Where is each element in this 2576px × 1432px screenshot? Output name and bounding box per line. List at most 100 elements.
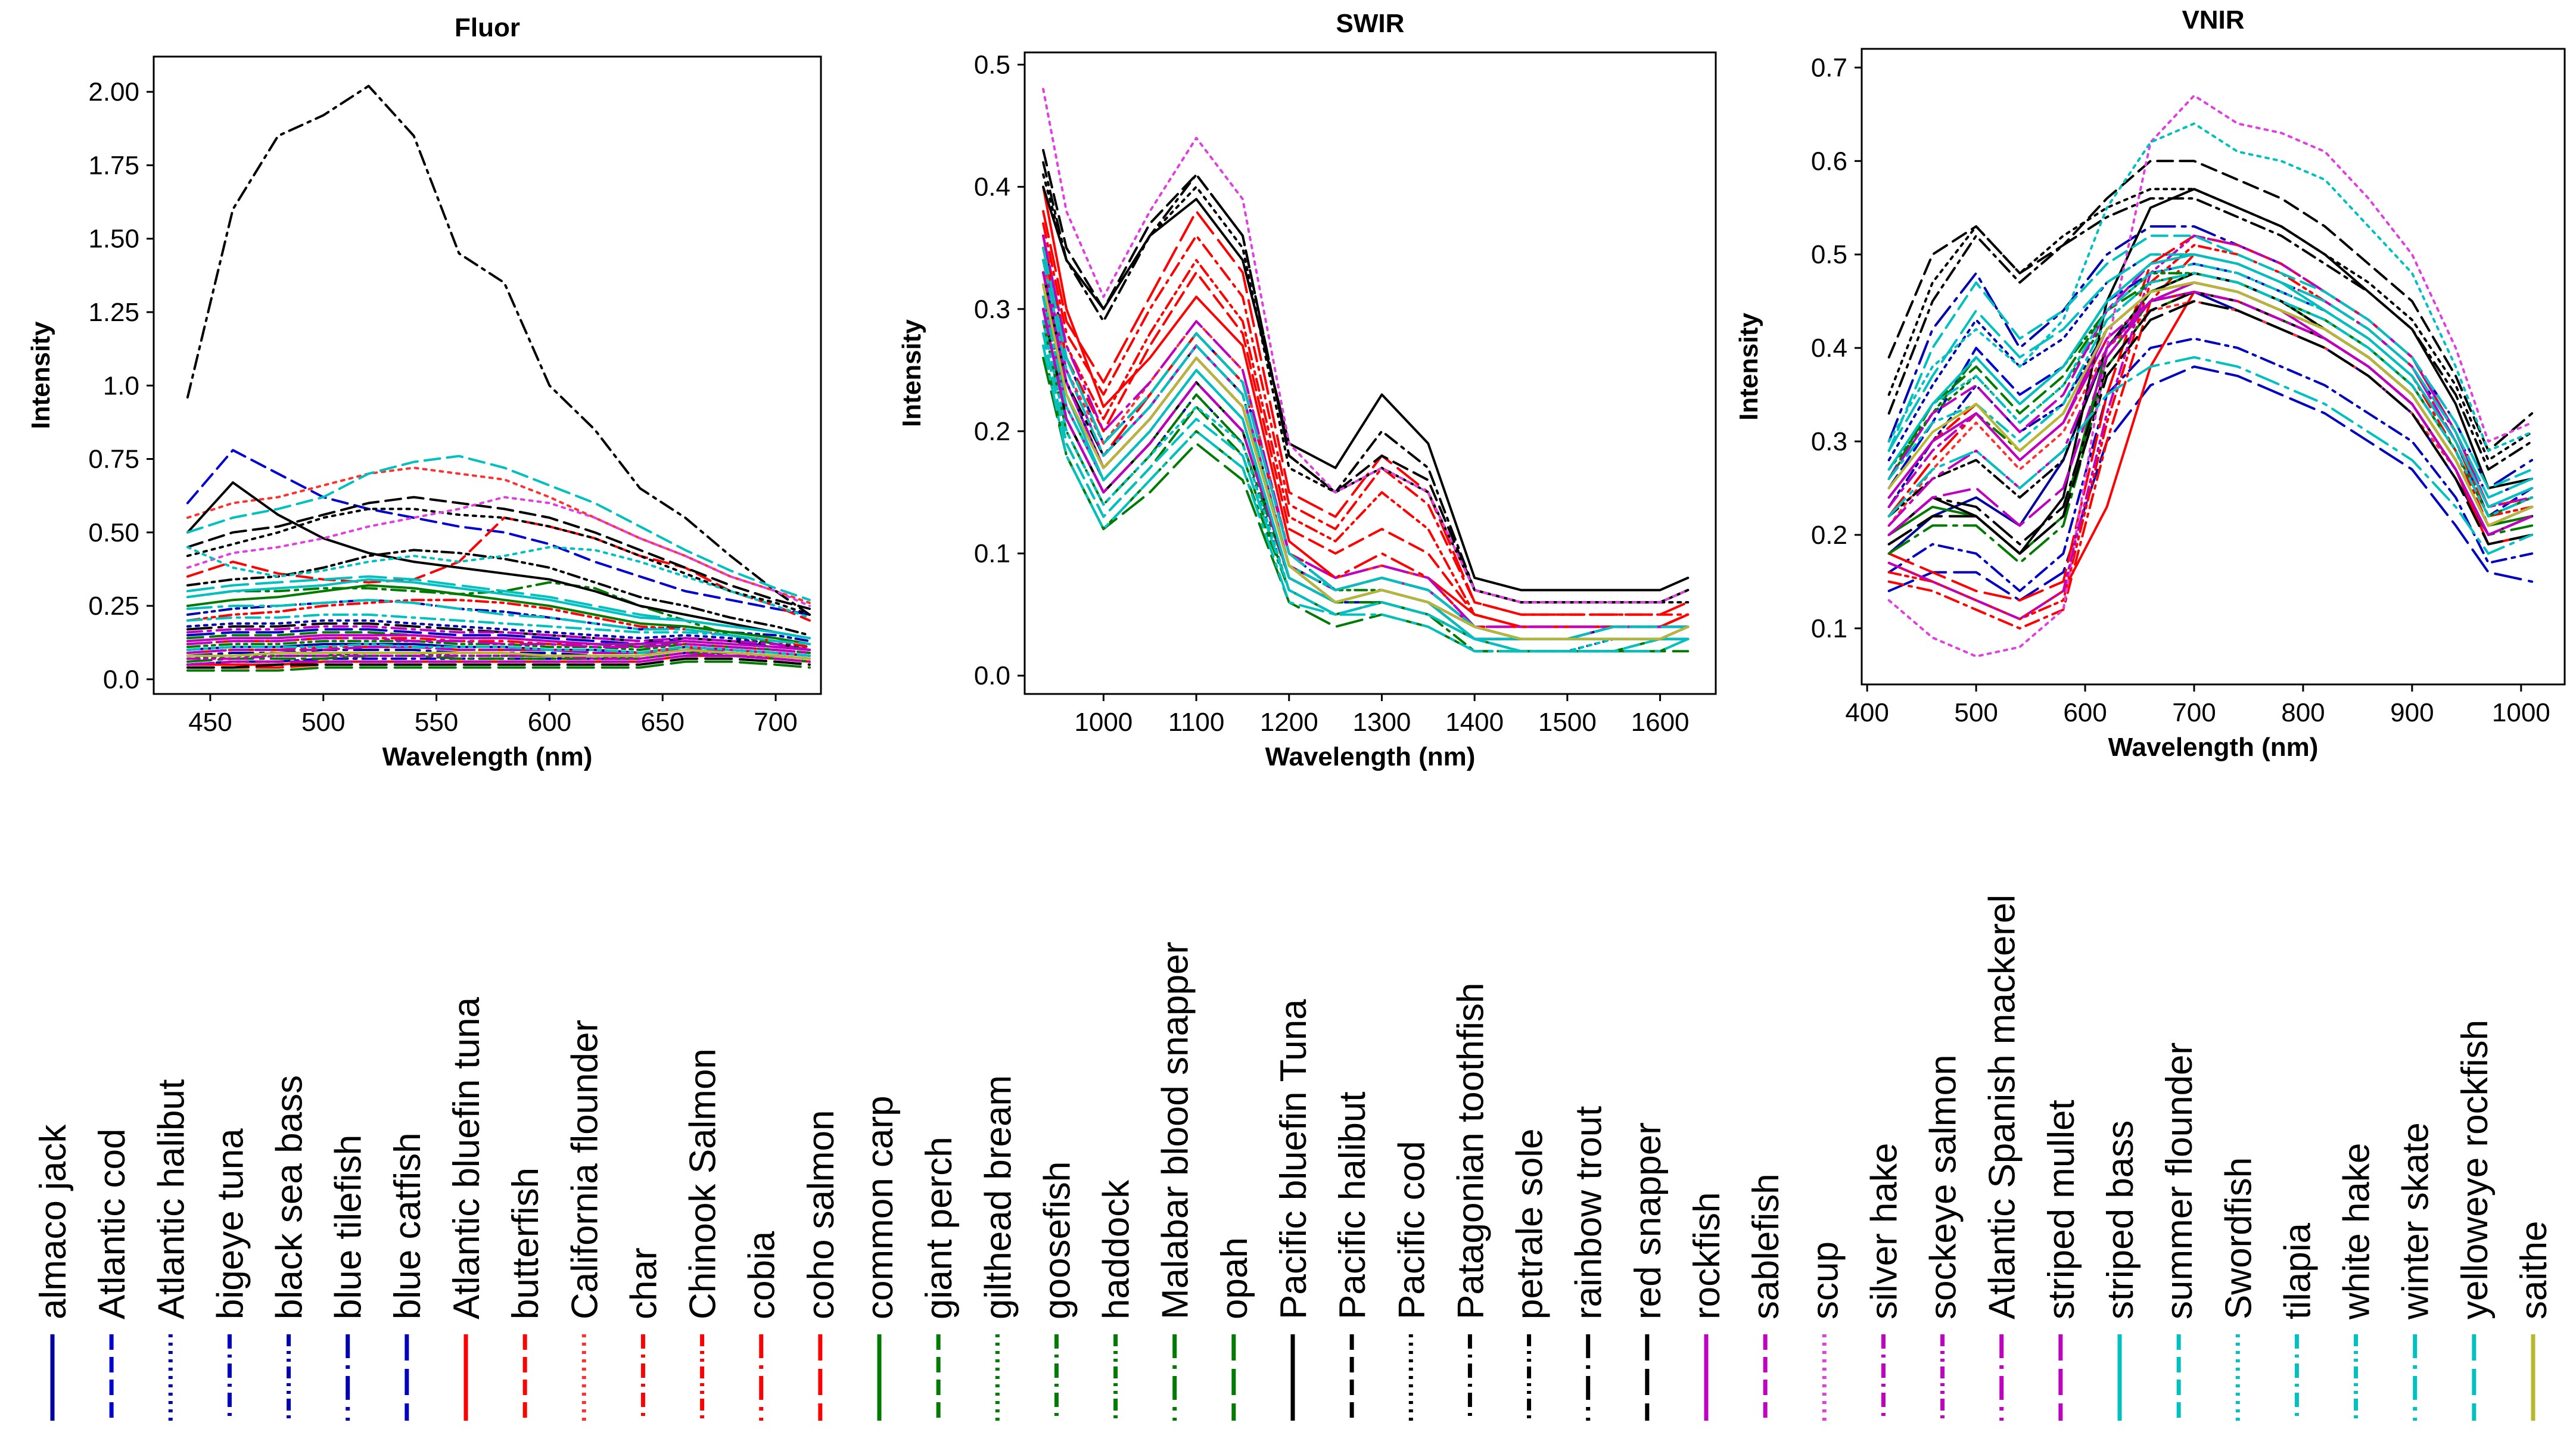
swir-x-axis-label: Wavelength (nm) — [1265, 742, 1476, 771]
vnir-y-tick-label: 0.2 — [1811, 521, 1847, 550]
legend-label-coho-salmon: coho salmon — [801, 1110, 842, 1319]
legend-label-goosefish: goosefish — [1037, 1162, 1078, 1319]
swir-y-tick-label: 0.4 — [974, 173, 1010, 202]
legend-label-petrale-sole: petrale sole — [1510, 1128, 1551, 1319]
legend-label-haddock: haddock — [1096, 1179, 1137, 1319]
legend-label-atlantic-spanish-mackerel: Atlantic Spanish mackerel — [1982, 895, 2023, 1319]
fluor-line-striped-mullet — [186, 654, 811, 666]
vnir-line-scup — [1887, 94, 2534, 658]
fluor-line-rainbow-trout — [186, 622, 811, 651]
vnir-x-tick-label: 1000 — [2492, 698, 2550, 727]
vnir-x-tick-label: 800 — [2281, 698, 2325, 727]
vnir-line-summer-flounder — [1887, 234, 2534, 490]
fluor-line-opah — [186, 660, 811, 672]
fluor-line-atlantic-halibut — [186, 619, 811, 649]
legend-label-bigeye-tuna: bigeye tuna — [210, 1128, 251, 1319]
legend-label-sockeye-salmon: sockeye salmon — [1923, 1054, 1964, 1319]
legend-label-patagonian-toothfish: Patagonian toothfish — [1450, 983, 1491, 1319]
swir-line-yelloweye-rockfish — [1042, 247, 1690, 640]
fluor-line-atlantic-cod — [186, 449, 811, 616]
legend-label-striped-mullet: striped mullet — [2041, 1100, 2082, 1319]
legend-label-blue-catfish: blue catfish — [387, 1132, 428, 1319]
legend-label-common-carp: common carp — [860, 1095, 901, 1319]
fluor-line-malabar-blood-snapper — [186, 652, 811, 663]
vnir-y-tick-label: 0.7 — [1811, 53, 1847, 82]
fluor-line-sablefish — [186, 646, 811, 657]
legend-label-pacific-bluefin-tuna: Pacific bluefin Tuna — [1273, 999, 1314, 1319]
vnir-y-tick-label: 0.4 — [1811, 334, 1847, 363]
vnir-x-tick-label: 500 — [1954, 698, 1998, 727]
swir-y-tick-label: 0.1 — [974, 539, 1010, 568]
vnir-title: VNIR — [2182, 5, 2244, 35]
fluor-line-scup — [186, 496, 811, 608]
vnir-x-tick-label: 600 — [2063, 698, 2107, 727]
vnir-x-tick-label: 700 — [2172, 698, 2216, 727]
legend-label-saithe: saithe — [2513, 1221, 2555, 1319]
legend-label-almaco-jack: almaco jack — [33, 1124, 74, 1319]
swir-line-saithe — [1042, 283, 1690, 640]
swir-x-tick-label: 1300 — [1353, 708, 1411, 737]
fluor-line-rockfish — [186, 634, 811, 651]
legend: almaco jack Atlantic cod Atlantic halibut b… — [33, 895, 2555, 1421]
vnir-plot-frame — [1861, 48, 2566, 686]
legend-label-summer-flounder: summer flounder — [2159, 1042, 2200, 1319]
legend-label-red-snapper: red snapper — [1628, 1122, 1669, 1319]
fluor-panel: 450 500 550 600 650 700 0.0 0.25 0.50 0.75 1.0 1.25… — [26, 13, 822, 771]
fluor-line-summer-flounder — [186, 454, 811, 602]
legend-label-cobia: cobia — [742, 1231, 783, 1319]
swir-line-coho-salmon — [1042, 210, 1690, 616]
legend-label-black-sea-bass: black sea bass — [269, 1075, 310, 1319]
fluor-line-pacific-bluefin-tuna — [186, 481, 811, 640]
swir-y-tick-label: 0.2 — [974, 417, 1010, 446]
vnir-line-saithe — [1887, 281, 2534, 527]
legend-label-char: char — [623, 1247, 664, 1319]
vnir-line-tilapia — [1887, 272, 2534, 518]
fluor-line-goosefish — [186, 581, 811, 651]
swir-plot-frame — [1023, 51, 1717, 695]
legend-label-striped-bass: striped bass — [2100, 1120, 2141, 1319]
vnir-x-tick-label: 900 — [2390, 698, 2434, 727]
fluor-line-red-snapper — [186, 657, 811, 669]
fluor-x-tick-label: 600 — [528, 708, 571, 737]
fluor-x-tick-label: 550 — [415, 708, 458, 737]
vnir-y-tick-label: 0.3 — [1811, 427, 1847, 456]
vnir-line-patagonian-toothfish — [1887, 197, 2534, 471]
fluor-x-tick-label: 700 — [754, 708, 797, 737]
swir-y-tick-label: 0.3 — [974, 295, 1010, 324]
fluor-title: Fluor — [455, 13, 520, 42]
legend-label-tilapia: tilapia — [2277, 1222, 2318, 1319]
vnir-line-pacific-cod — [1887, 188, 2534, 462]
legend-label-giant-perch: giant perch — [919, 1137, 960, 1319]
legend-label-opah: opah — [1214, 1237, 1255, 1319]
legend-label-rockfish: rockfish — [1687, 1192, 1728, 1319]
fluor-y-tick-label: 0.0 — [103, 665, 139, 694]
fluor-line-silver-hake — [186, 625, 811, 651]
vnir-line-yelloweye-rockfish — [1887, 253, 2534, 499]
fluor-x-axis-label: Wavelength (nm) — [382, 742, 593, 771]
fluor-x-tick-label: 450 — [188, 708, 232, 737]
legend-label-california-flounder: California flounder — [564, 1020, 605, 1319]
swir-x-tick-label: 1200 — [1260, 708, 1318, 737]
legend-label-gilthead-bream: gilthead bream — [978, 1075, 1019, 1319]
vnir-x-tick-label: 400 — [1845, 698, 1889, 727]
fluor-line-saithe — [186, 649, 811, 660]
legend-label-rainbow-trout: rainbow trout — [1569, 1106, 1610, 1319]
vnir-y-axis-label: Intensity — [1734, 313, 1763, 421]
legend-label-pacific-cod: Pacific cod — [1391, 1141, 1432, 1319]
fluor-line-char — [186, 637, 811, 654]
fluor-y-tick-label: 0.50 — [88, 518, 139, 547]
swir-y-tick-label: 0.0 — [974, 661, 1010, 690]
fluor-y-tick-label: 0.75 — [88, 445, 139, 474]
legend-label-scup: scup — [1805, 1241, 1846, 1319]
fluor-line-swordfish — [186, 546, 811, 619]
legend-label-butterfish: butterfish — [505, 1168, 546, 1319]
vnir-line-pacific-halibut — [1887, 160, 2534, 452]
fluor-line-yelloweye-rockfish — [186, 575, 811, 640]
legend-label-sablefish: sablefish — [1746, 1173, 1787, 1319]
fluor-line-pacific-halibut — [186, 496, 811, 610]
swir-line-winter-skate — [1042, 344, 1690, 653]
fluor-x-tick-label: 650 — [641, 708, 685, 737]
fluor-line-atlantic-spanish-mackerel — [186, 637, 811, 654]
swir-x-tick-label: 1100 — [1168, 708, 1225, 737]
swir-y-tick-label: 0.5 — [974, 51, 1010, 80]
